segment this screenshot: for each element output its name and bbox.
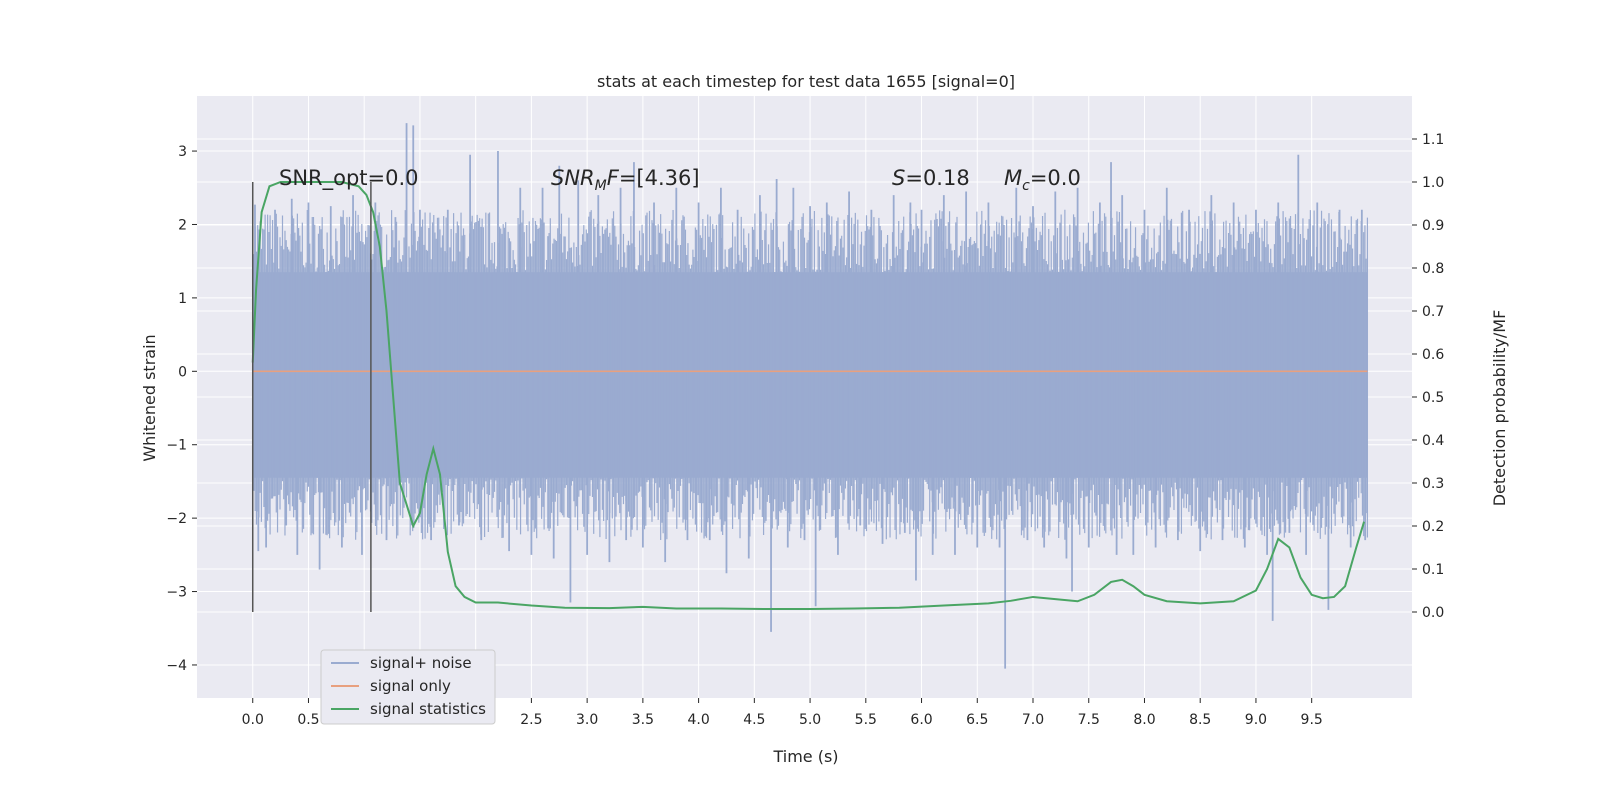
x-tick-label: 7.0 — [1022, 712, 1044, 728]
y-left-tick-label: −4 — [166, 658, 187, 674]
legend-label-signal-only: signal only — [370, 677, 451, 695]
y-right-tick-label: 0.0 — [1422, 605, 1444, 621]
x-tick-label: 2.5 — [520, 712, 542, 728]
y-left-tick-label: 3 — [178, 144, 187, 160]
x-tick-label: 5.5 — [855, 712, 877, 728]
y-right-tick-label: 0.4 — [1422, 433, 1444, 449]
legend-label-signal-statistics: signal statistics — [370, 700, 486, 718]
x-tick-label: 9.5 — [1301, 712, 1323, 728]
x-tick-label: 7.5 — [1078, 712, 1100, 728]
y-right-tick-label: 1.1 — [1422, 132, 1444, 148]
legend-label-signal-noise: signal+ noise — [370, 654, 472, 672]
y-left-tick-label: 2 — [178, 217, 187, 233]
y-left-axis-label: Whitened strain — [140, 334, 159, 461]
y-right-axis-ticks: 0.0 0.1 0.2 0.3 0.4 0.5 0.6 0.7 0.8 0.9 1.0 1.1 — [1412, 132, 1444, 621]
snr-opt-annotation: SNR_opt=0.0 — [279, 166, 419, 191]
s-annotation: S=0.18 — [892, 166, 970, 190]
x-tick-label: 3.5 — [632, 712, 654, 728]
y-right-tick-label: 0.3 — [1422, 476, 1444, 492]
x-tick-label: 0.0 — [242, 712, 264, 728]
y-right-axis-label: Detection probability/MF — [1490, 310, 1509, 507]
chart-title: stats at each timestep for test data 165… — [597, 72, 1015, 91]
x-tick-label: 4.5 — [743, 712, 765, 728]
signal-noise-series — [252, 123, 1369, 669]
x-tick-label: 6.0 — [910, 712, 932, 728]
y-left-tick-label: −2 — [166, 511, 187, 527]
x-axis-label: Time (s) — [772, 747, 838, 766]
legend: signal+ noise signal only signal statist… — [320, 649, 496, 725]
y-left-tick-label: −1 — [166, 438, 187, 454]
snr-mf-annotation: SNRMF=[4.36] — [551, 166, 700, 194]
signal-statistics-line — [251, 181, 1366, 610]
y-left-axis-ticks: 3 2 1 0 −1 −2 −3 −4 — [166, 144, 197, 674]
y-right-tick-label: 0.5 — [1422, 390, 1444, 406]
x-tick-label: 8.0 — [1133, 712, 1155, 728]
window-lines — [251, 182, 372, 612]
y-left-tick-label: 1 — [178, 291, 187, 307]
y-left-tick-label: 0 — [178, 364, 187, 380]
y-right-tick-label: 0.8 — [1422, 261, 1444, 277]
x-tick-label: 8.5 — [1189, 712, 1211, 728]
x-tick-label: 6.5 — [966, 712, 988, 728]
y-right-tick-label: 1.0 — [1422, 175, 1444, 191]
y-right-tick-label: 0.7 — [1422, 304, 1444, 320]
x-tick-label: 4.0 — [687, 712, 709, 728]
mc-annotation: Mc=0.0 — [1004, 166, 1081, 194]
y-right-tick-label: 0.1 — [1422, 562, 1444, 578]
signal-statistics-series — [251, 181, 1366, 610]
y-right-tick-label: 0.2 — [1422, 519, 1444, 535]
y-right-tick-label: 0.9 — [1422, 218, 1444, 234]
x-tick-label: 0.5 — [297, 712, 319, 728]
x-tick-label: 3.0 — [576, 712, 598, 728]
y-right-tick-label: 0.6 — [1422, 347, 1444, 363]
y-left-tick-label: −3 — [166, 585, 187, 601]
x-tick-label: 9.0 — [1245, 712, 1267, 728]
x-tick-label: 5.0 — [799, 712, 821, 728]
